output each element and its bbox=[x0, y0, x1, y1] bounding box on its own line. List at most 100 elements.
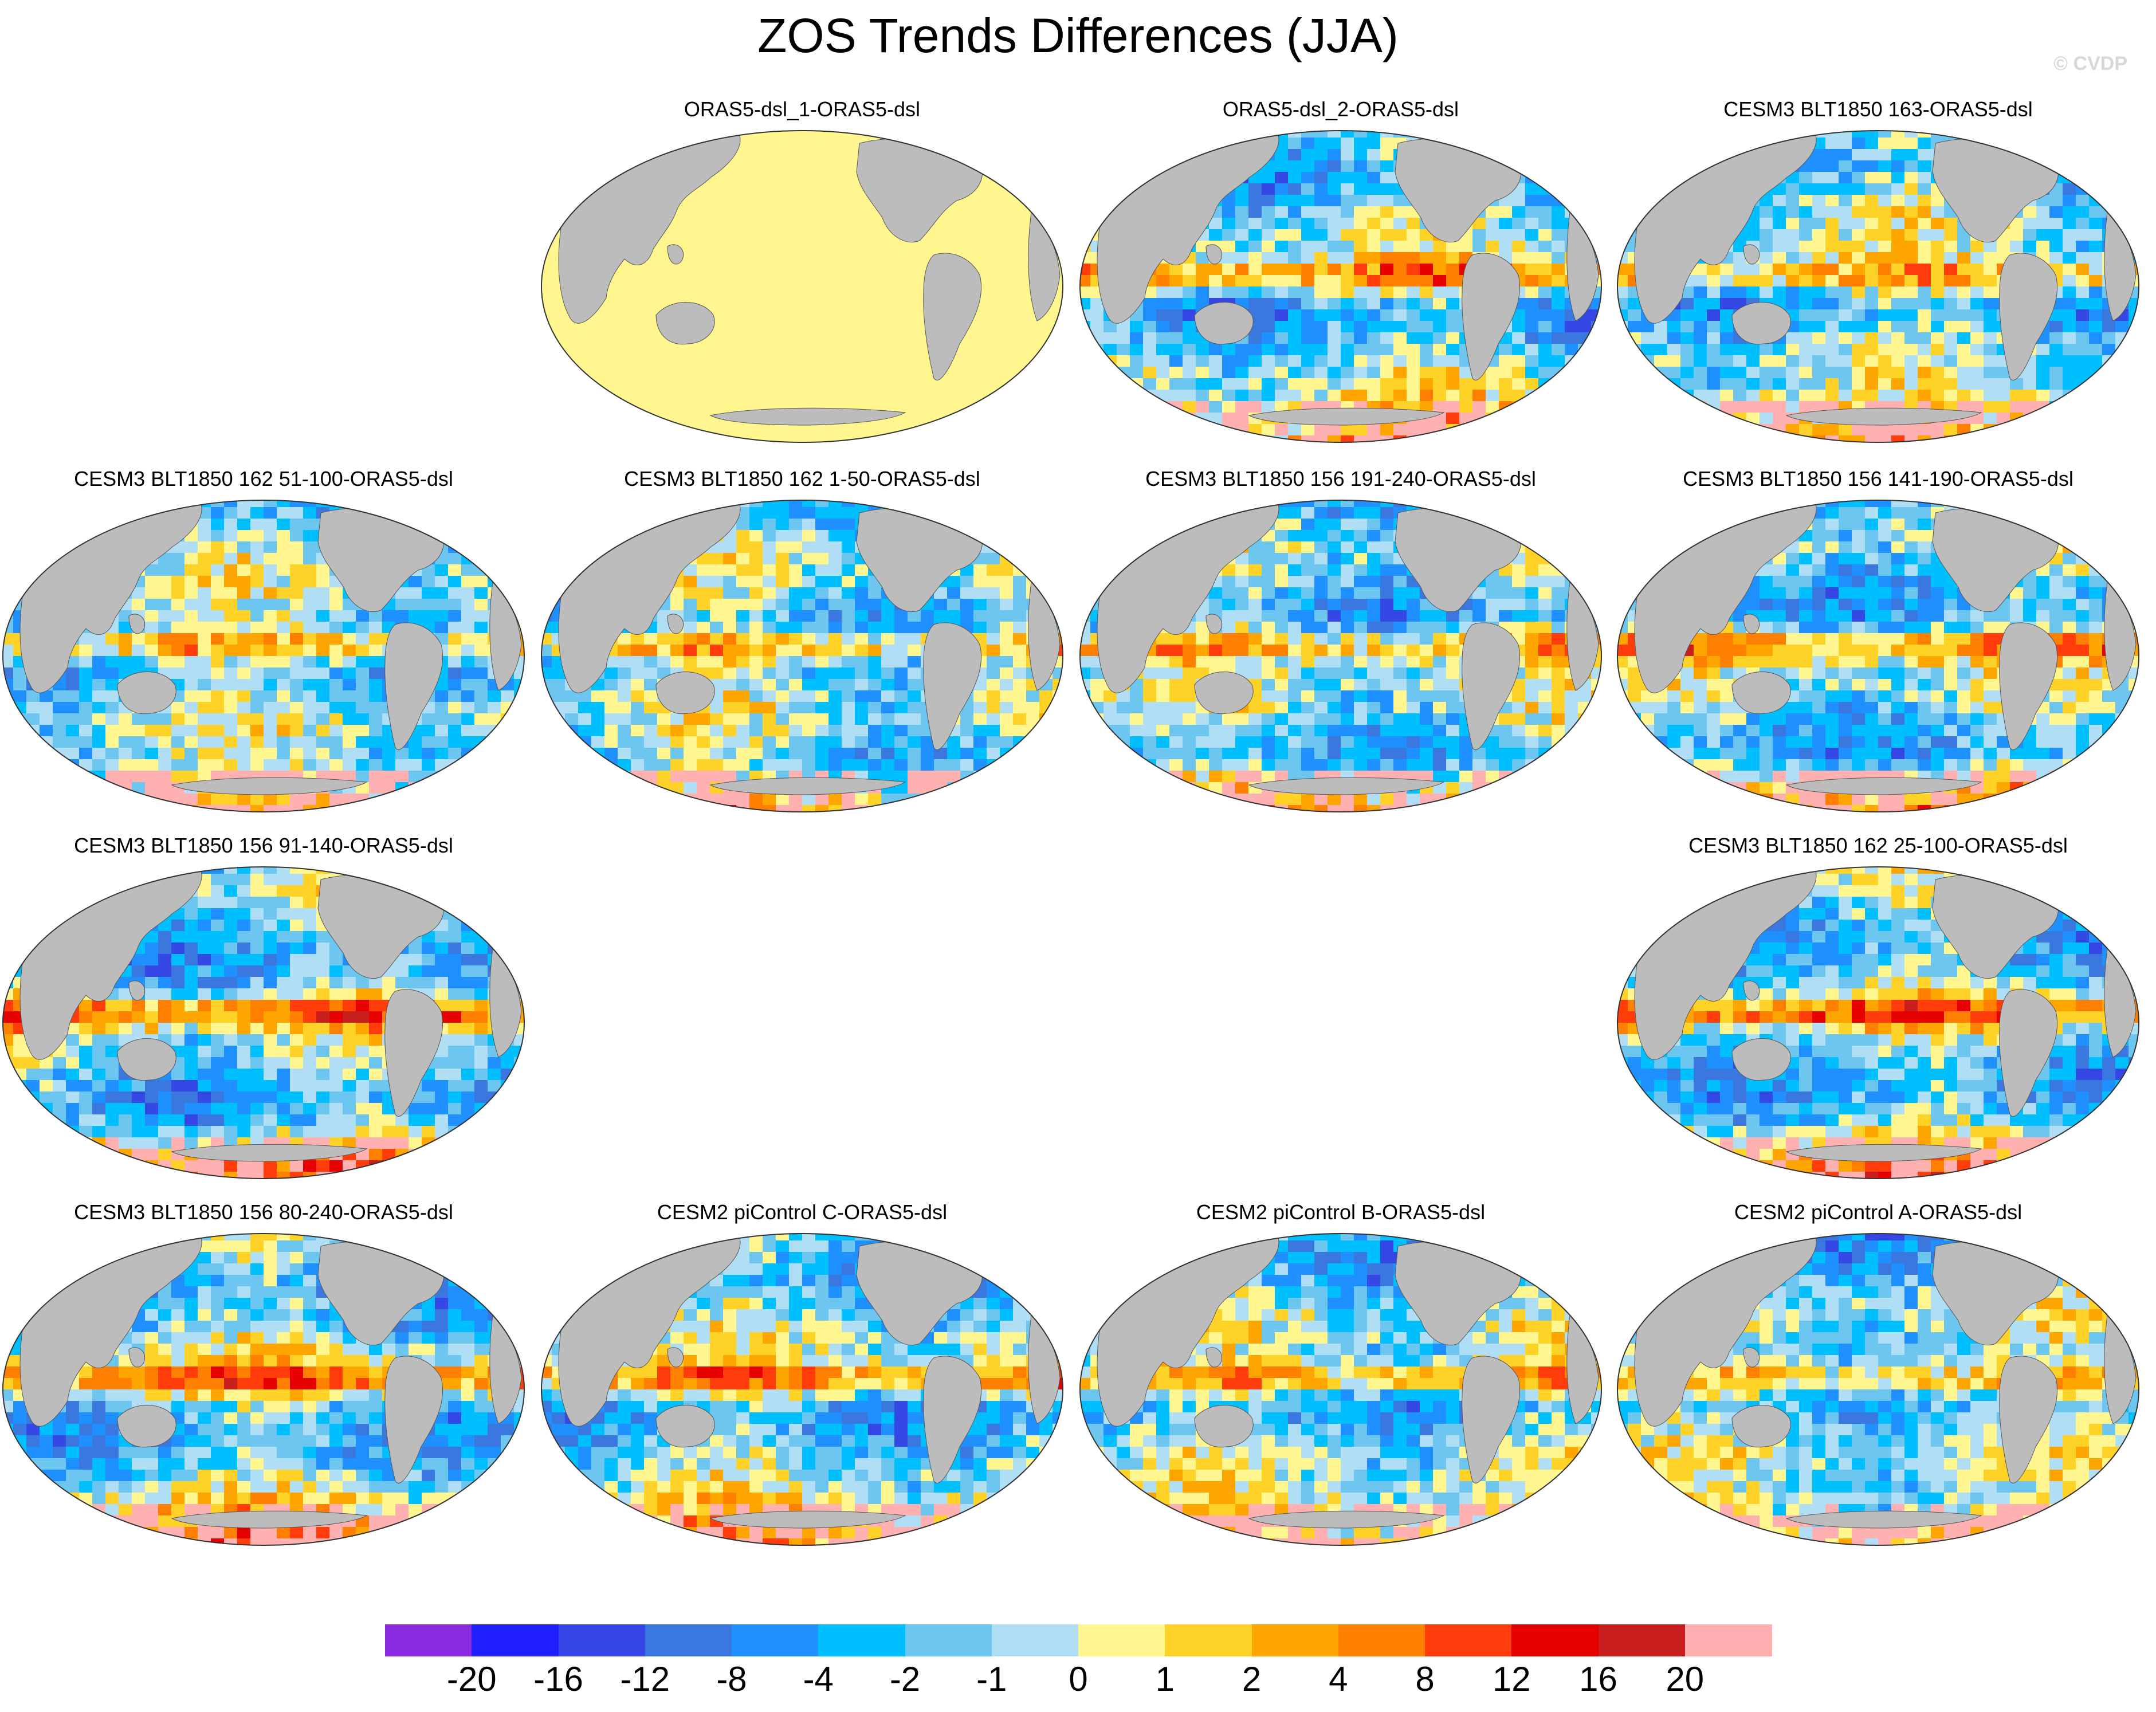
field-cell bbox=[1918, 264, 1931, 276]
field-cell bbox=[250, 633, 264, 645]
field-cell bbox=[1288, 286, 1302, 299]
field-cell bbox=[960, 725, 974, 737]
field-cell bbox=[1578, 541, 1592, 553]
field-cell bbox=[474, 599, 488, 611]
field-cell bbox=[1538, 229, 1552, 241]
field-cell bbox=[1617, 332, 1628, 344]
field-cell bbox=[1143, 149, 1157, 161]
field-cell bbox=[1694, 390, 1707, 402]
field-cell bbox=[1169, 390, 1183, 402]
field-cell bbox=[604, 794, 618, 806]
field-cell bbox=[132, 794, 146, 806]
field-cell bbox=[211, 530, 225, 542]
field-cell bbox=[198, 599, 211, 611]
field-cell bbox=[1667, 367, 1681, 379]
field-cell bbox=[684, 576, 697, 588]
field-cell bbox=[868, 690, 882, 702]
field-cell bbox=[1720, 275, 1734, 287]
field-cell bbox=[1499, 519, 1513, 531]
field-cell bbox=[591, 794, 605, 806]
field-cell bbox=[2102, 172, 2116, 184]
field-cell bbox=[1852, 183, 1866, 195]
field-cell bbox=[1499, 413, 1513, 425]
field-cell bbox=[1538, 172, 1552, 184]
field-cell bbox=[79, 782, 93, 794]
field-cell bbox=[987, 656, 1000, 668]
field-cell bbox=[1472, 610, 1486, 622]
field-cell bbox=[1222, 610, 1236, 622]
field-cell bbox=[1628, 413, 1641, 425]
field-cell bbox=[1628, 367, 1641, 379]
field-cell bbox=[552, 667, 565, 680]
field-cell bbox=[1786, 275, 1800, 287]
field-cell bbox=[1865, 264, 1879, 276]
field-cell bbox=[53, 500, 66, 508]
field-cell bbox=[1080, 138, 1091, 150]
field-cell bbox=[1288, 587, 1302, 599]
field-cell bbox=[2023, 435, 2037, 442]
field-cell bbox=[409, 748, 422, 760]
field-cell bbox=[422, 519, 435, 531]
field-cell bbox=[1354, 576, 1368, 588]
field-cell bbox=[1578, 344, 1592, 356]
field-cell bbox=[1970, 344, 1984, 356]
field-cell bbox=[3, 656, 14, 668]
field-cell bbox=[66, 748, 80, 760]
field-cell bbox=[1090, 195, 1104, 207]
field-cell bbox=[1617, 413, 1628, 425]
field-cell bbox=[684, 622, 697, 634]
field-cell bbox=[488, 759, 501, 771]
field-cell bbox=[356, 748, 370, 760]
field-cell bbox=[1852, 286, 1866, 299]
field-cell bbox=[710, 633, 724, 645]
field-cell bbox=[2063, 401, 2076, 413]
field-cell bbox=[697, 782, 710, 794]
field-cell bbox=[79, 645, 93, 657]
field-cell bbox=[868, 645, 882, 657]
field-cell bbox=[1235, 599, 1249, 611]
field-cell bbox=[1248, 195, 1262, 207]
field-cell bbox=[1459, 435, 1473, 442]
field-cell bbox=[409, 759, 422, 771]
field-cell bbox=[501, 713, 515, 725]
field-cell bbox=[776, 622, 790, 634]
field-cell bbox=[1865, 149, 1879, 161]
field-cell bbox=[644, 690, 658, 702]
field-cell bbox=[921, 748, 934, 760]
field-cell bbox=[1538, 435, 1552, 442]
field-cell bbox=[1248, 355, 1262, 367]
field-cell bbox=[1130, 131, 1144, 138]
field-cell bbox=[973, 507, 987, 519]
field-cell bbox=[211, 610, 225, 622]
field-cell bbox=[119, 805, 132, 812]
field-cell bbox=[815, 576, 829, 588]
field-cell bbox=[1931, 131, 1945, 138]
field-cell bbox=[591, 507, 605, 519]
field-cell bbox=[789, 587, 803, 599]
field-cell bbox=[815, 759, 829, 771]
field-cell bbox=[237, 702, 251, 714]
field-cell bbox=[1578, 183, 1592, 195]
field-cell bbox=[1354, 390, 1368, 402]
field-cell bbox=[329, 656, 343, 668]
field-cell bbox=[1090, 138, 1104, 150]
field-cell bbox=[1090, 413, 1104, 425]
field-cell bbox=[1248, 587, 1262, 599]
field-cell bbox=[1512, 138, 1526, 150]
field-cell bbox=[1328, 599, 1341, 611]
field-cell bbox=[448, 564, 462, 576]
field-cell bbox=[1393, 332, 1407, 344]
field-cell bbox=[1839, 367, 1852, 379]
field-cell bbox=[1288, 183, 1302, 195]
field-cell bbox=[1156, 500, 1170, 508]
field-cell bbox=[369, 610, 383, 622]
field-cell bbox=[1944, 275, 1958, 287]
field-cell bbox=[1525, 587, 1539, 599]
land-mass bbox=[2067, 147, 2092, 170]
field-cell bbox=[1891, 286, 1905, 299]
field-cell bbox=[987, 748, 1000, 760]
field-cell bbox=[461, 507, 475, 519]
field-cell bbox=[488, 519, 501, 531]
field-cell bbox=[2115, 138, 2129, 150]
field-cell bbox=[1538, 519, 1552, 531]
